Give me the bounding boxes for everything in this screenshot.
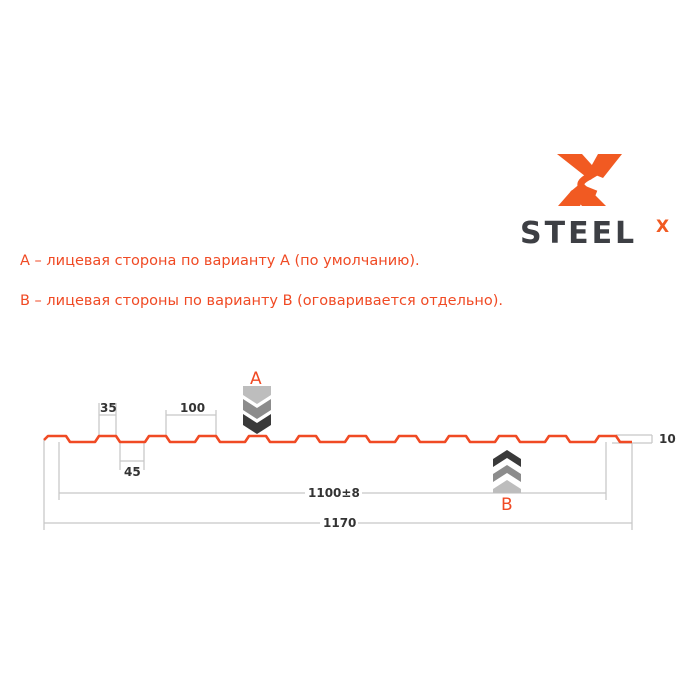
logo-text: STEEL	[520, 216, 637, 251]
side-b-arrows-icon	[493, 450, 521, 493]
dim-height: 10	[659, 432, 676, 446]
dim-top-width: 35	[100, 401, 117, 415]
note-side-b: В – лицевая стороны по варианту В (огова…	[20, 293, 504, 309]
sheet-profile	[43, 434, 632, 444]
steelx-logo: STEEL X	[520, 154, 669, 251]
logo-superscript: X	[656, 217, 669, 237]
note-side-a: А – лицевая сторона по варианту А (по ум…	[20, 253, 420, 269]
side-a-arrows-icon	[243, 386, 271, 434]
side-a-label: A	[250, 369, 262, 389]
dim-useful-width: 1100±8	[308, 486, 360, 500]
dimension-lines	[43, 403, 653, 530]
dim-total-width: 1170	[323, 516, 356, 530]
dim-pitch: 100	[180, 401, 205, 415]
side-b-label: B	[501, 495, 513, 515]
dim-bottom-width: 45	[124, 465, 141, 479]
